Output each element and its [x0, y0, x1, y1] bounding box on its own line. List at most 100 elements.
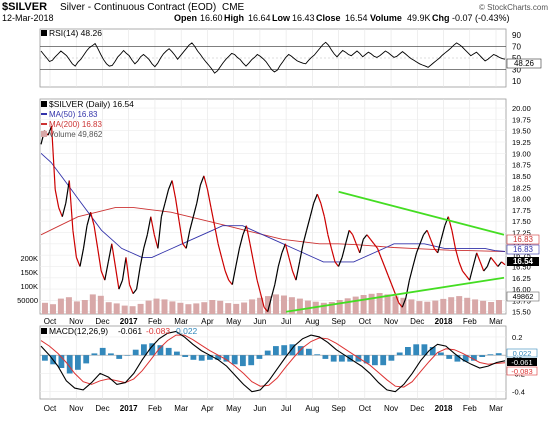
histogram-bar — [91, 353, 98, 356]
price-segment — [299, 243, 304, 263]
price-segment — [433, 248, 439, 254]
macd-x-label: 2017 — [120, 404, 138, 413]
price-segment — [93, 225, 99, 249]
volume-bar — [281, 295, 287, 314]
price-segment — [373, 243, 378, 249]
price-segment — [132, 288, 138, 294]
macd-x-label: Apr — [201, 404, 214, 413]
volume-bar — [121, 305, 128, 314]
macd-legend-swatch — [41, 328, 47, 334]
volume-bar — [145, 300, 152, 314]
price-tick-label: 19.00 — [512, 149, 531, 158]
macd-legend: MACD(12,26,9) -0.061 -0.083 0.022 — [41, 326, 198, 336]
low-value: 16.43 — [292, 13, 315, 23]
volume-tick-label: 200K — [20, 254, 38, 263]
upper-trendline — [338, 190, 505, 236]
rsi-tick-label: 90 — [512, 31, 521, 40]
close-value: 16.54 — [345, 13, 368, 23]
price-segment — [391, 284, 396, 294]
volume-bar — [360, 295, 367, 314]
volume-bar — [496, 300, 502, 314]
price-panel: 20.00 19.75 19.50 19.25 19.00 18.75 18.50 18.25… — [17, 98, 540, 317]
volume-bar — [153, 298, 160, 314]
macd-x-label: Mar — [174, 404, 188, 413]
price-segment — [387, 275, 393, 285]
histogram-bar — [297, 346, 304, 356]
histogram-bar — [372, 355, 378, 366]
histogram-bar — [281, 345, 288, 356]
volume-bar — [137, 303, 144, 314]
signal-marker — [506, 366, 538, 376]
price-tick-label: 16.50 — [512, 262, 531, 271]
volume-marker — [506, 291, 540, 302]
price-segment — [263, 306, 269, 313]
histogram-bar — [198, 355, 205, 361]
volume-bar — [225, 303, 232, 314]
ma50-legend-label: MA(50) 16.83 — [49, 110, 98, 119]
histogram-bar — [182, 355, 189, 357]
price-segment — [447, 216, 453, 231]
price-segment — [281, 243, 286, 254]
price-tick-label: 18.25 — [512, 183, 531, 192]
macd-x-label: Oct — [44, 404, 57, 413]
price-segment — [54, 189, 60, 208]
macd-marker — [507, 358, 537, 366]
price-segment — [107, 243, 113, 263]
chg-value: -0.07 (-0.43%) — [452, 13, 510, 23]
price-x-label: Nov — [69, 317, 83, 326]
macd-x-label: 2018 — [435, 404, 453, 413]
price-x-label: Dec — [95, 317, 109, 326]
volume-bar — [352, 296, 359, 314]
volume-bar — [488, 302, 495, 314]
price-grid — [40, 99, 506, 314]
price-segment — [118, 279, 124, 290]
price-segment — [348, 229, 354, 236]
histogram-bar — [108, 353, 114, 356]
price-segment — [430, 239, 435, 249]
price-segment — [221, 257, 226, 272]
price-segment — [185, 230, 191, 249]
rsi-tick-label: 30 — [512, 66, 521, 75]
volume-bar — [448, 297, 455, 314]
volume-legend-swatch — [41, 131, 47, 137]
price-segment — [472, 252, 478, 267]
histogram-bar — [462, 355, 469, 362]
price-segment — [61, 202, 67, 217]
price-segment — [476, 252, 481, 263]
macd-line — [40, 330, 506, 393]
price-segment — [440, 225, 446, 240]
chg-label: Chg — [432, 13, 450, 23]
volume-bar — [50, 304, 56, 314]
price-segment — [224, 270, 230, 281]
price-segment — [58, 207, 63, 217]
price-segment — [199, 175, 205, 186]
histogram-bar — [363, 355, 370, 364]
price-segment — [167, 180, 173, 190]
price-segment — [284, 243, 290, 258]
macd-x-label: Nov — [69, 404, 83, 413]
price-tick-label: 19.75 — [512, 115, 531, 124]
volume-bar — [89, 294, 96, 314]
price-x-label: Jun — [253, 317, 266, 326]
brand-watermark: © StockCharts.com — [479, 3, 548, 12]
histogram-bar — [479, 355, 486, 357]
histogram-bar — [429, 347, 436, 356]
price-segment — [479, 261, 485, 272]
price-segment — [490, 257, 495, 263]
price-tick-label: 16.75 — [512, 251, 531, 260]
price-segment — [309, 202, 315, 217]
histogram-bar — [471, 355, 477, 361]
price-segment — [327, 234, 332, 249]
price-segment — [366, 234, 371, 240]
price-segment — [483, 266, 488, 272]
volume-bar — [65, 297, 72, 314]
macd-markers: 0.022 -0.061 -0.083 — [506, 348, 538, 376]
volume-bar — [456, 296, 463, 314]
price-segment — [352, 234, 357, 245]
price-x-axis-labels: Oct Nov Dec 2017 Feb Mar Apr May Jun Jul Aug Sep Oct… — [44, 317, 503, 326]
rsi-title: RSI(14) 48.26 — [49, 28, 102, 38]
volume-bar — [249, 299, 256, 314]
macd-x-axis-labels: Oct Nov Dec 2017 Feb Mar Apr May Jun Jul Aug Sep Oct… — [44, 404, 503, 413]
histogram-bar — [438, 352, 444, 356]
macd-x-label: May — [226, 404, 241, 413]
